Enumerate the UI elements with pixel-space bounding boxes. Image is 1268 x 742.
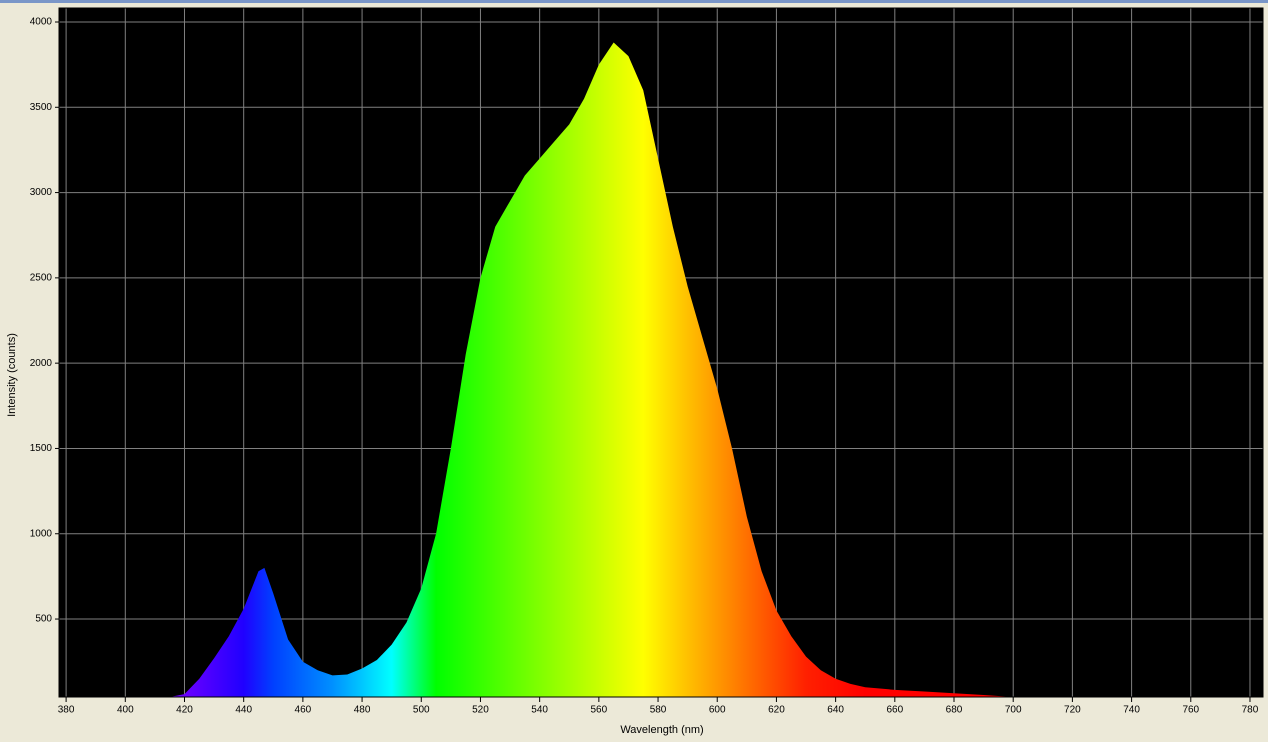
spectrum-area — [169, 42, 1014, 697]
y-tick-label: 2000 — [30, 358, 53, 369]
x-tick-label: 460 — [295, 705, 312, 716]
x-tick-label: 440 — [235, 705, 252, 716]
x-tick-label: 720 — [1064, 705, 1081, 716]
x-tick-label: 380 — [58, 705, 75, 716]
x-tick-label: 540 — [531, 705, 548, 716]
y-tick-label: 4000 — [30, 17, 53, 28]
y-tick-label: 2500 — [30, 273, 53, 284]
x-tick-label: 620 — [768, 705, 785, 716]
y-tick-label: 500 — [35, 614, 52, 625]
y-axis-title: Intensity (counts) — [6, 333, 18, 417]
x-tick-label: 600 — [709, 705, 726, 716]
x-tick-label: 640 — [827, 705, 844, 716]
x-tick-label: 740 — [1123, 705, 1140, 716]
x-tick-label: 760 — [1182, 705, 1199, 716]
window-top-border — [0, 0, 1268, 3]
x-tick-label: 520 — [472, 705, 489, 716]
x-tick-label: 560 — [591, 705, 608, 716]
plot-frame — [58, 7, 1264, 698]
y-tick-label: 3000 — [30, 187, 53, 198]
x-tick-label: 400 — [117, 705, 134, 716]
y-tick-label: 1500 — [30, 443, 53, 454]
y-tick-label: 3500 — [30, 102, 53, 113]
x-tick-label: 480 — [354, 705, 371, 716]
x-tick-label: 700 — [1005, 705, 1022, 716]
y-tick-label: 1000 — [30, 528, 53, 539]
x-tick-label: 420 — [176, 705, 193, 716]
x-tick-label: 780 — [1242, 705, 1259, 716]
x-tick-label: 500 — [413, 705, 430, 716]
x-tick-label: 660 — [886, 705, 903, 716]
x-tick-label: 680 — [946, 705, 963, 716]
x-tick-label: 580 — [650, 705, 667, 716]
x-axis-title: Wavelength (nm) — [620, 724, 703, 736]
